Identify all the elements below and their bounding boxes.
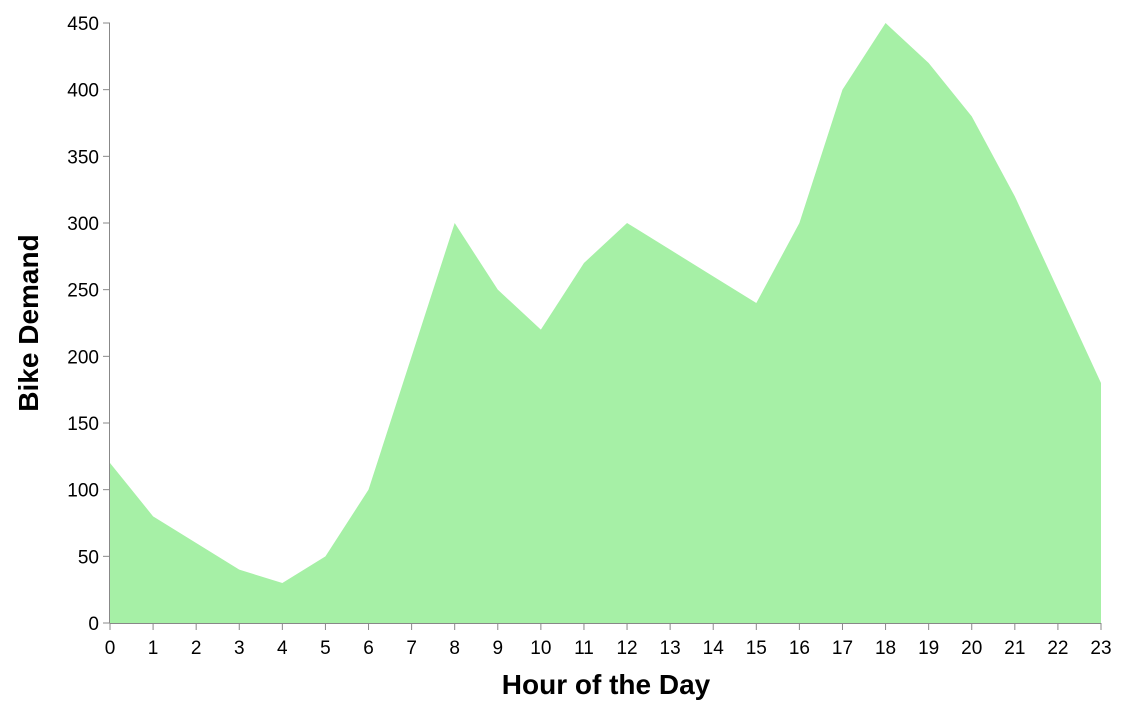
- y-tick-label: 300: [67, 214, 99, 235]
- x-tick-label: 12: [616, 638, 637, 659]
- y-tick-label: 250: [67, 281, 99, 302]
- x-tick-label: 14: [703, 638, 725, 659]
- x-tick-label: 13: [660, 638, 681, 659]
- x-tick-label: 16: [789, 638, 810, 659]
- x-tick-label: 21: [1004, 638, 1025, 659]
- plot-area: [110, 23, 1101, 623]
- x-tick-label: 4: [277, 638, 288, 659]
- y-tick-label: 100: [67, 481, 99, 502]
- x-tick-label: 20: [961, 638, 982, 659]
- x-tick-label: 22: [1047, 638, 1068, 659]
- y-tick-label: 450: [67, 14, 99, 35]
- y-ticks: 0 50 100 150 200 250 300 350 400 450: [67, 14, 110, 635]
- y-tick-label: 0: [88, 614, 99, 635]
- x-tick-label: 10: [530, 638, 551, 659]
- y-tick-label: 50: [78, 547, 99, 568]
- x-tick-label: 7: [406, 638, 417, 659]
- y-axis: 0 50 100 150 200 250 300 350 400 450: [67, 14, 110, 635]
- x-tick-label: 9: [492, 638, 503, 659]
- y-tick-label: 200: [67, 347, 99, 368]
- x-tick-label: 8: [449, 638, 460, 659]
- x-axis-title: Hour of the Day: [502, 669, 711, 700]
- x-tick-label: 3: [234, 638, 245, 659]
- x-tick-label: 23: [1090, 638, 1111, 659]
- x-tick-label: 1: [148, 638, 159, 659]
- y-tick-label: 350: [67, 147, 99, 168]
- x-tick-label: 6: [363, 638, 374, 659]
- x-tick-label: 18: [875, 638, 896, 659]
- y-tick-label: 150: [67, 414, 99, 435]
- x-tick-label: 2: [191, 638, 202, 659]
- x-axis: 0 1 2 3 4 5 6 7 8 9 10 11 12 13 14 15 16 17 18 19 20 21 22 23: [105, 623, 1112, 659]
- x-tick-label: 0: [105, 638, 116, 659]
- x-tick-label: 11: [574, 638, 594, 659]
- y-axis-title: Bike Demand: [13, 234, 44, 411]
- x-tick-label: 15: [746, 638, 767, 659]
- y-tick-label: 400: [67, 81, 99, 102]
- x-ticks: 0 1 2 3 4 5 6 7 8 9 10 11 12 13 14 15 16 17 18 19 20 21 22 23: [105, 623, 1112, 659]
- x-tick-label: 17: [832, 638, 853, 659]
- area-series: [110, 23, 1101, 623]
- x-tick-label: 19: [918, 638, 939, 659]
- x-tick-label: 5: [320, 638, 331, 659]
